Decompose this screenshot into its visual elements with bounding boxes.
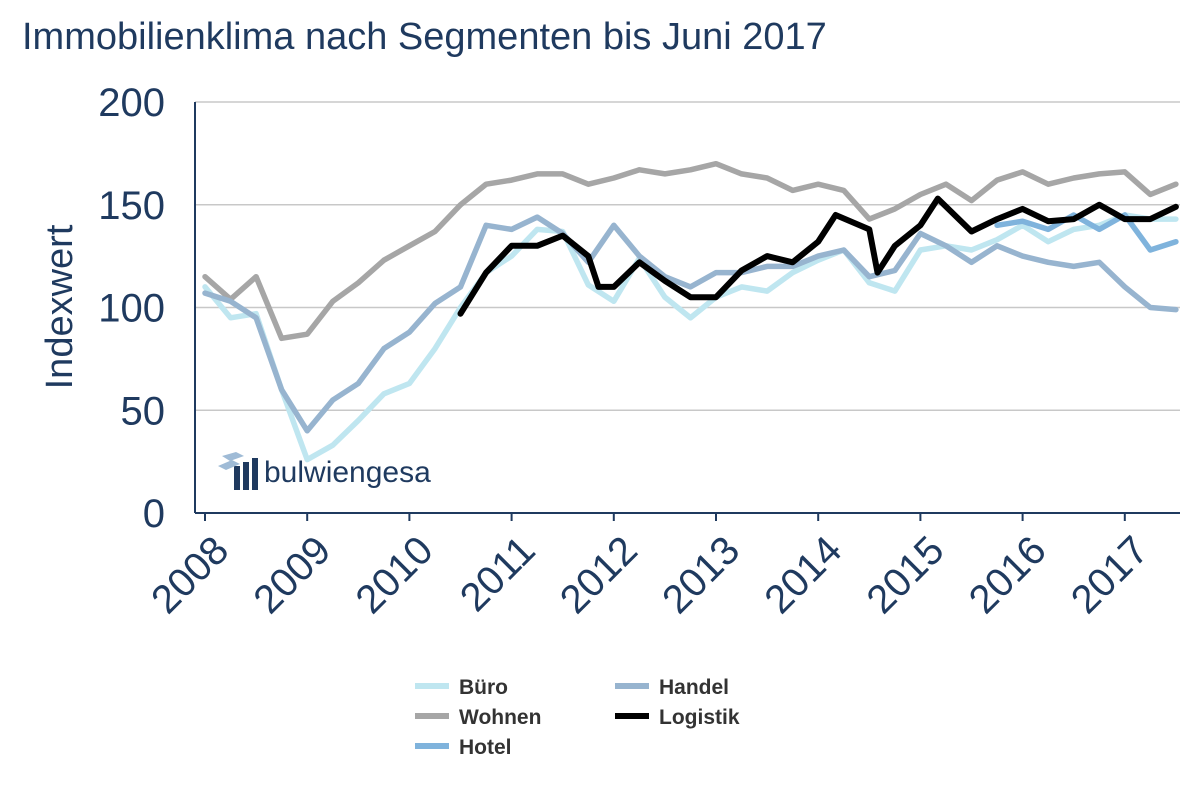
grid-lines	[195, 101, 1180, 411]
legend: Büro Wohnen Hotel Handel Logistik	[415, 676, 740, 759]
legend-label: Handel	[659, 676, 729, 699]
y-axis-label: Indexwert	[39, 224, 81, 389]
y-tick-label: 200	[98, 81, 165, 125]
logo-text: bulwiengesa	[264, 456, 431, 489]
series-line-logistik	[457, 195, 1179, 317]
x-tick-label: 2010	[348, 528, 442, 622]
x-tick-label: 2017	[1063, 528, 1157, 622]
x-tick-label: 2008	[143, 528, 237, 622]
legend-item: Hotel	[415, 736, 512, 759]
chart-title: Immobilienklima nach Segmenten bis Juni …	[22, 16, 827, 58]
legend-label: Wohnen	[459, 706, 541, 729]
series-line-wohnen	[202, 160, 1179, 342]
axes: 0 50 100 150 200 2008 2009 2010 2011 2012 2013 2014…	[39, 81, 1180, 622]
y-tick-label: 150	[98, 184, 165, 228]
legend-label: Logistik	[659, 706, 740, 729]
legend-label: Büro	[459, 676, 508, 699]
series-line-handel	[202, 214, 1179, 434]
y-tick-label: 100	[98, 287, 165, 331]
x-tick-label: 2011	[452, 528, 544, 620]
bulwiengesa-logo: bulwiengesa	[218, 452, 431, 490]
y-tick-label: 50	[121, 389, 166, 433]
legend-item: Büro	[415, 676, 508, 699]
series-line-hotel	[994, 212, 1179, 253]
x-tick-label: 2013	[654, 528, 748, 622]
x-tick-label: 2009	[245, 528, 339, 622]
y-tick-label: 0	[143, 492, 165, 536]
legend-item: Handel	[615, 676, 729, 699]
series-line-bro	[202, 212, 1179, 463]
x-tick-label: 2016	[961, 528, 1055, 622]
logo-mark-icon	[218, 452, 258, 490]
legend-item: Wohnen	[415, 706, 541, 729]
legend-label: Hotel	[459, 736, 512, 759]
x-tick-label: 2015	[859, 528, 953, 622]
series-lines	[202, 160, 1179, 463]
x-tick-label: 2012	[552, 528, 646, 622]
legend-item: Logistik	[615, 706, 740, 729]
x-tick-label: 2014	[756, 528, 850, 622]
